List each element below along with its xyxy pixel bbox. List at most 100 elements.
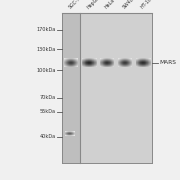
Bar [85,66,86,67]
Bar [108,66,109,67]
Bar [145,63,146,64]
Bar [95,59,96,60]
Bar [93,63,94,64]
Bar [113,65,114,66]
Bar [106,64,107,65]
Bar [69,134,70,135]
Bar [143,60,144,61]
Text: 40kDa: 40kDa [40,134,56,139]
Bar [75,64,76,65]
Bar [144,66,145,67]
Bar [119,65,120,66]
Bar [89,61,90,62]
Bar [148,67,149,68]
Bar [74,66,75,67]
Bar [94,58,95,59]
Bar [101,66,102,67]
Bar [85,60,86,61]
Bar [124,60,125,61]
Bar [120,67,121,68]
Bar [110,63,111,64]
Bar [69,65,70,66]
Bar [126,66,127,67]
Bar [69,63,70,64]
Bar [91,62,92,63]
Bar [68,60,69,61]
Bar [131,61,132,62]
Bar [65,135,66,136]
Bar [103,62,104,63]
Bar [141,65,142,66]
Bar [137,65,138,66]
Bar [108,67,109,68]
Bar [105,58,106,59]
Bar [101,64,102,65]
Bar [64,62,65,63]
Bar [138,64,139,65]
Bar [139,66,140,67]
Bar [94,59,95,60]
Bar [125,65,126,66]
Bar [75,65,76,66]
Bar [105,66,106,67]
Bar [138,67,139,68]
Text: 170kDa: 170kDa [37,27,56,32]
Bar [136,60,137,61]
Bar [138,60,139,61]
Bar [108,66,109,67]
Bar [130,61,131,62]
Bar [126,58,127,59]
Bar [109,66,110,67]
Bar [74,65,75,66]
Bar [149,64,150,65]
Bar [85,63,86,64]
Bar [100,66,101,67]
Bar [123,61,124,62]
Bar [130,63,131,64]
Bar [123,66,124,67]
Bar [95,58,96,59]
Bar [113,61,114,62]
Bar [149,62,150,63]
Bar [109,67,110,68]
Bar [94,67,95,68]
Bar [123,60,124,61]
Bar [102,58,103,59]
Bar [128,61,129,62]
Bar [72,133,73,134]
Bar [75,60,76,61]
Bar [94,60,95,61]
Text: 130kDa: 130kDa [37,47,56,52]
Bar [145,66,146,67]
Bar [143,67,144,68]
Bar [129,65,130,66]
Bar [139,58,140,59]
Bar [109,62,110,63]
Bar [91,66,92,67]
Bar [94,62,95,63]
Bar [101,60,102,61]
Bar [140,67,141,68]
Bar [72,65,73,66]
Bar [72,66,73,67]
Bar [122,58,123,59]
Bar [144,63,145,64]
Bar [77,64,78,65]
Bar [64,66,65,67]
Bar [88,58,89,59]
Bar [95,66,96,67]
Bar [123,65,124,66]
Bar [128,66,129,67]
Bar [95,60,96,61]
Bar [146,66,147,67]
Bar [125,59,126,60]
Bar [146,63,147,64]
Bar [139,61,140,62]
Bar [87,65,88,66]
Bar [124,65,125,66]
Bar [111,60,112,61]
Bar [74,64,75,65]
Bar [67,134,68,135]
Bar [92,58,93,59]
Bar [74,63,75,64]
